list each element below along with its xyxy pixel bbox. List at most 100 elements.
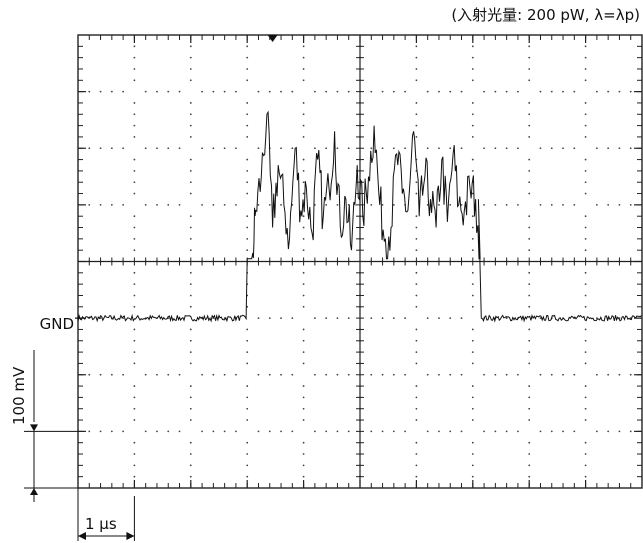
grid-dot	[528, 351, 531, 353]
grid-dot	[471, 158, 474, 161]
grid-dot	[539, 317, 542, 320]
grid-dot	[483, 147, 485, 150]
grid-dot	[426, 373, 429, 376]
grid-dot	[201, 373, 203, 376]
grid-dot	[584, 453, 587, 455]
grid-dot	[156, 373, 158, 376]
grid-dot	[189, 181, 192, 184]
grid-dot	[528, 249, 531, 252]
grid-dot	[539, 203, 542, 206]
grid-dot	[325, 147, 328, 150]
grid-dot	[584, 113, 587, 116]
grid-dot	[235, 203, 237, 206]
grid-dot	[302, 464, 305, 467]
grid-dot	[607, 373, 610, 376]
grid-dot	[302, 249, 305, 252]
grid-dot	[268, 203, 271, 206]
grid-dot	[415, 339, 418, 342]
grid-dot	[494, 90, 497, 93]
grid-dot	[88, 147, 91, 150]
grid-dot	[494, 373, 497, 376]
grid-dot	[415, 294, 418, 297]
grid-dot	[302, 362, 305, 365]
grid-dot	[607, 90, 610, 93]
grid-dot	[302, 181, 305, 184]
grid-dot	[517, 203, 519, 206]
grid-dot	[88, 203, 91, 206]
grid-dot	[201, 430, 203, 433]
grid-dot	[257, 203, 260, 206]
grid-dot	[528, 294, 531, 297]
grid-dot	[438, 373, 440, 376]
grid-dot	[584, 339, 587, 342]
grid-dot	[573, 430, 576, 433]
grid-dot	[212, 430, 215, 433]
grid-dot	[528, 396, 531, 399]
grid-dot	[528, 339, 531, 342]
grid-dot	[471, 339, 474, 342]
grid-dot	[584, 56, 587, 59]
grid-dot	[449, 147, 452, 150]
grid-dot	[189, 170, 192, 172]
grid-dot	[471, 464, 474, 467]
grid-dot	[629, 373, 632, 376]
grid-dot	[404, 373, 407, 376]
grid-dot	[415, 271, 418, 274]
grid-dot	[471, 56, 474, 59]
grid-dot	[268, 90, 271, 93]
grid-dot	[189, 396, 192, 399]
grid-dot	[268, 373, 271, 376]
grid-dot	[246, 215, 249, 218]
grid-dot	[99, 373, 102, 376]
grid-dot	[246, 79, 249, 82]
grid-dot	[110, 430, 113, 433]
grid-dot	[494, 147, 497, 150]
grid-dot	[528, 305, 531, 308]
grid-dot	[189, 475, 192, 478]
grid-dot	[471, 453, 474, 455]
grid-dot	[415, 407, 418, 410]
grid-dot	[189, 226, 192, 229]
grid-dot	[460, 430, 463, 433]
grid-dot	[167, 203, 170, 206]
grid-dot	[584, 419, 587, 421]
grid-dot	[189, 305, 192, 308]
grid-dot	[471, 407, 474, 410]
grid-dot	[133, 192, 136, 195]
grid-dot	[144, 373, 147, 376]
grid-dot	[280, 147, 282, 150]
grid-dot	[471, 79, 474, 82]
grid-dot	[144, 90, 147, 93]
grid-dot	[505, 147, 508, 150]
condition-label: (入射光量: 200 pW, λ=λp)	[451, 6, 640, 24]
grid-dot	[325, 203, 328, 206]
grid-dot	[528, 124, 531, 127]
grid-dot	[280, 317, 282, 320]
grid-dot	[415, 68, 418, 70]
grid-dot	[584, 396, 587, 399]
grid-dot	[528, 475, 531, 478]
grid-dot	[460, 203, 463, 206]
grid-dot	[347, 90, 350, 93]
grid-dot	[257, 317, 260, 320]
grid-dot	[415, 396, 418, 399]
grid-dot	[438, 147, 440, 150]
grid-dot	[528, 283, 531, 286]
grid-dot	[291, 373, 294, 376]
grid-dot	[528, 237, 531, 240]
grid-dot	[302, 294, 305, 297]
grid-dot	[223, 90, 226, 93]
grid-dot	[381, 147, 384, 150]
grid-dot	[584, 407, 587, 410]
grid-dot	[302, 68, 305, 70]
grid-dot	[505, 90, 508, 93]
grid-dot	[584, 192, 587, 195]
grid-dot	[189, 453, 192, 455]
grid-dot	[471, 475, 474, 478]
grid-dot	[302, 453, 305, 455]
grid-dot	[483, 203, 485, 206]
grid-dot	[133, 305, 136, 308]
grid-dot	[88, 373, 91, 376]
grid-dot	[189, 407, 192, 410]
grid-dot	[471, 351, 474, 353]
